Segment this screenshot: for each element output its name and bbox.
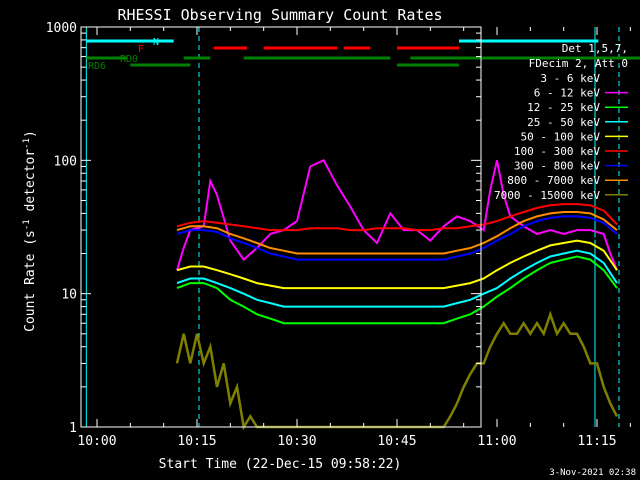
legend-label-0: 3 - 6 keV: [540, 72, 600, 85]
x-axis-label: Start Time (22-Dec-15 09:58:22): [159, 457, 402, 472]
legend-header-0: Det 1,5,7,: [562, 42, 628, 55]
plot-frame: [80, 26, 482, 428]
y-axis-label-main: Count Rate (s: [23, 230, 38, 332]
y-axis-label-sup2: -1: [22, 138, 32, 149]
series-2: [176, 255, 618, 325]
y-axis-label: Count Rate (s-1 detector-1): [22, 130, 38, 332]
y-axis-label-mid: detector: [23, 149, 38, 220]
flag-label-N: N: [153, 37, 159, 48]
flag-RD0: RD0: [86, 54, 640, 65]
legend-label-5: 100 - 300 keV: [514, 145, 600, 158]
axes-layer: 10:0010:1510:3010:4511:0011:1511:3011010…: [46, 21, 631, 449]
series-3: [176, 249, 618, 308]
x-tick-label-3: 10:45: [377, 434, 416, 449]
series-5: [176, 203, 618, 232]
legend: Det 1,5,7, FDecim 2, Att 0 3 - 6 keV 6 - 12…: [494, 42, 628, 202]
y-axis-label-end: ): [23, 130, 38, 138]
y-tick-label-3: 1000: [46, 21, 77, 36]
x-tick-label-4: 11:00: [477, 434, 516, 449]
legend-label-1: 6 - 12 keV: [534, 87, 601, 100]
legend-header-1: FDecim 2, Att 0: [529, 57, 628, 70]
chart-title: RHESSI Observing Summary Count Rates: [117, 6, 442, 24]
series-line-4: [176, 239, 618, 290]
series-1: [176, 159, 618, 271]
series-line-2: [176, 255, 618, 325]
x-tick-label-1: 10:15: [177, 434, 216, 449]
legend-label-4: 50 - 100 keV: [521, 130, 601, 143]
series-line-5: [176, 203, 618, 232]
x-tick-label-5: 11:15: [577, 434, 616, 449]
legend-label-8: 7000 - 15000 keV: [494, 189, 600, 202]
legend-label-7: 800 - 7000 keV: [507, 174, 600, 187]
flag-label-RD0: RD0: [120, 54, 138, 65]
footer-date: 3-Nov-2021 02:38: [549, 468, 636, 478]
flag-F: F: [138, 44, 459, 55]
legend-label-3: 25 - 50 keV: [527, 116, 600, 129]
legend-label-6: 300 - 800 keV: [514, 160, 600, 173]
legend-label-2: 12 - 25 keV: [527, 101, 600, 114]
series-line-6: [176, 215, 618, 261]
flag-N: N: [86, 37, 599, 48]
series-line-7: [176, 211, 618, 255]
y-axis-label-sup1: -1: [22, 219, 32, 230]
y-tick-label-2: 100: [54, 154, 77, 169]
flag-RD6: RD6: [88, 61, 459, 72]
y-tick-label-1: 10: [61, 288, 77, 303]
flag-label-F: F: [138, 44, 144, 55]
series-0: [176, 193, 618, 279]
y-tick-label-0: 1: [69, 421, 77, 436]
series-7: [176, 211, 618, 255]
x-tick-label-0: 10:00: [77, 434, 116, 449]
x-tick-label-2: 10:30: [277, 434, 316, 449]
series-line-3: [176, 249, 618, 308]
series-line-0: [176, 193, 618, 279]
series-6: [176, 215, 618, 261]
series-line-1: [176, 159, 618, 271]
series-4: [176, 239, 618, 290]
flag-label-RD6: RD6: [88, 61, 106, 72]
